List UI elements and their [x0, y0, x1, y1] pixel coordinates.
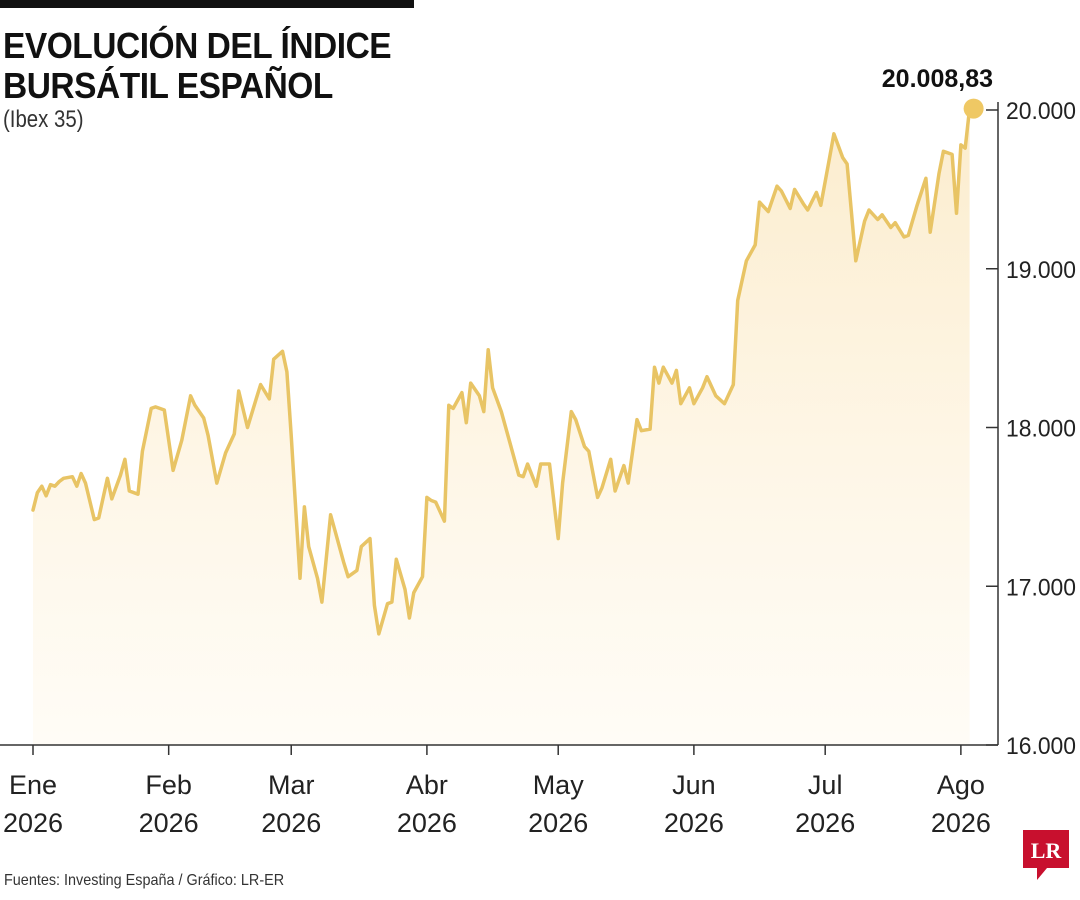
- x-tick-label-month: Abr: [406, 770, 448, 800]
- x-tick-label-month: Mar: [268, 770, 315, 800]
- source-note: Fuentes: Investing España / Gráfico: LR-…: [4, 872, 285, 889]
- x-tick-label-month: Feb: [145, 770, 192, 800]
- y-tick-label: 20.000: [1006, 98, 1076, 125]
- y-tick-label: 17.000: [1006, 574, 1076, 601]
- x-tick-group: Ene 2026 Feb 2026 Mar 2026 Abr 2026 May 2026 Jun 20…: [3, 745, 991, 838]
- x-tick-label-year: 2026: [139, 808, 199, 838]
- y-tick-group: 16.000 17.000 18.000 19.000 20.000: [986, 98, 1076, 760]
- lr-logo: LR: [1023, 830, 1069, 880]
- series-area: [33, 108, 970, 746]
- x-tick-label-year: 2026: [664, 808, 724, 838]
- x-tick-label-month: Jul: [808, 770, 843, 800]
- x-tick-label-month: Jun: [672, 770, 716, 800]
- x-tick-label-year: 2026: [931, 808, 991, 838]
- lr-logo-text: LR: [1031, 838, 1063, 863]
- x-tick-label-month: Ago: [937, 770, 985, 800]
- last-value-label: 20.008,83: [882, 65, 993, 93]
- y-tick-label: 16.000: [1006, 733, 1076, 760]
- x-tick-label-month: Ene: [9, 770, 57, 800]
- chart-subtitle: (Ibex 35): [3, 106, 84, 133]
- chart-title-line-2: BURSÁTIL ESPAÑOL: [3, 65, 333, 106]
- x-tick-label-month: May: [533, 770, 585, 800]
- last-value-marker: [963, 98, 984, 119]
- series-line: [31, 106, 972, 636]
- chart-title-line-1: EVOLUCIÓN DEL ÍNDICE: [3, 25, 392, 66]
- x-tick-label-year: 2026: [397, 808, 457, 838]
- x-tick-label-year: 2026: [3, 808, 63, 838]
- x-tick-label-year: 2026: [261, 808, 321, 838]
- x-tick-label-year: 2026: [528, 808, 588, 838]
- y-tick-label: 18.000: [1006, 416, 1076, 443]
- top-rule: [0, 0, 414, 8]
- chart-title: EVOLUCIÓN DEL ÍNDICE BURSÁTIL ESPAÑOL: [3, 25, 392, 106]
- x-tick-label-year: 2026: [795, 808, 855, 838]
- y-tick-label: 19.000: [1006, 257, 1076, 284]
